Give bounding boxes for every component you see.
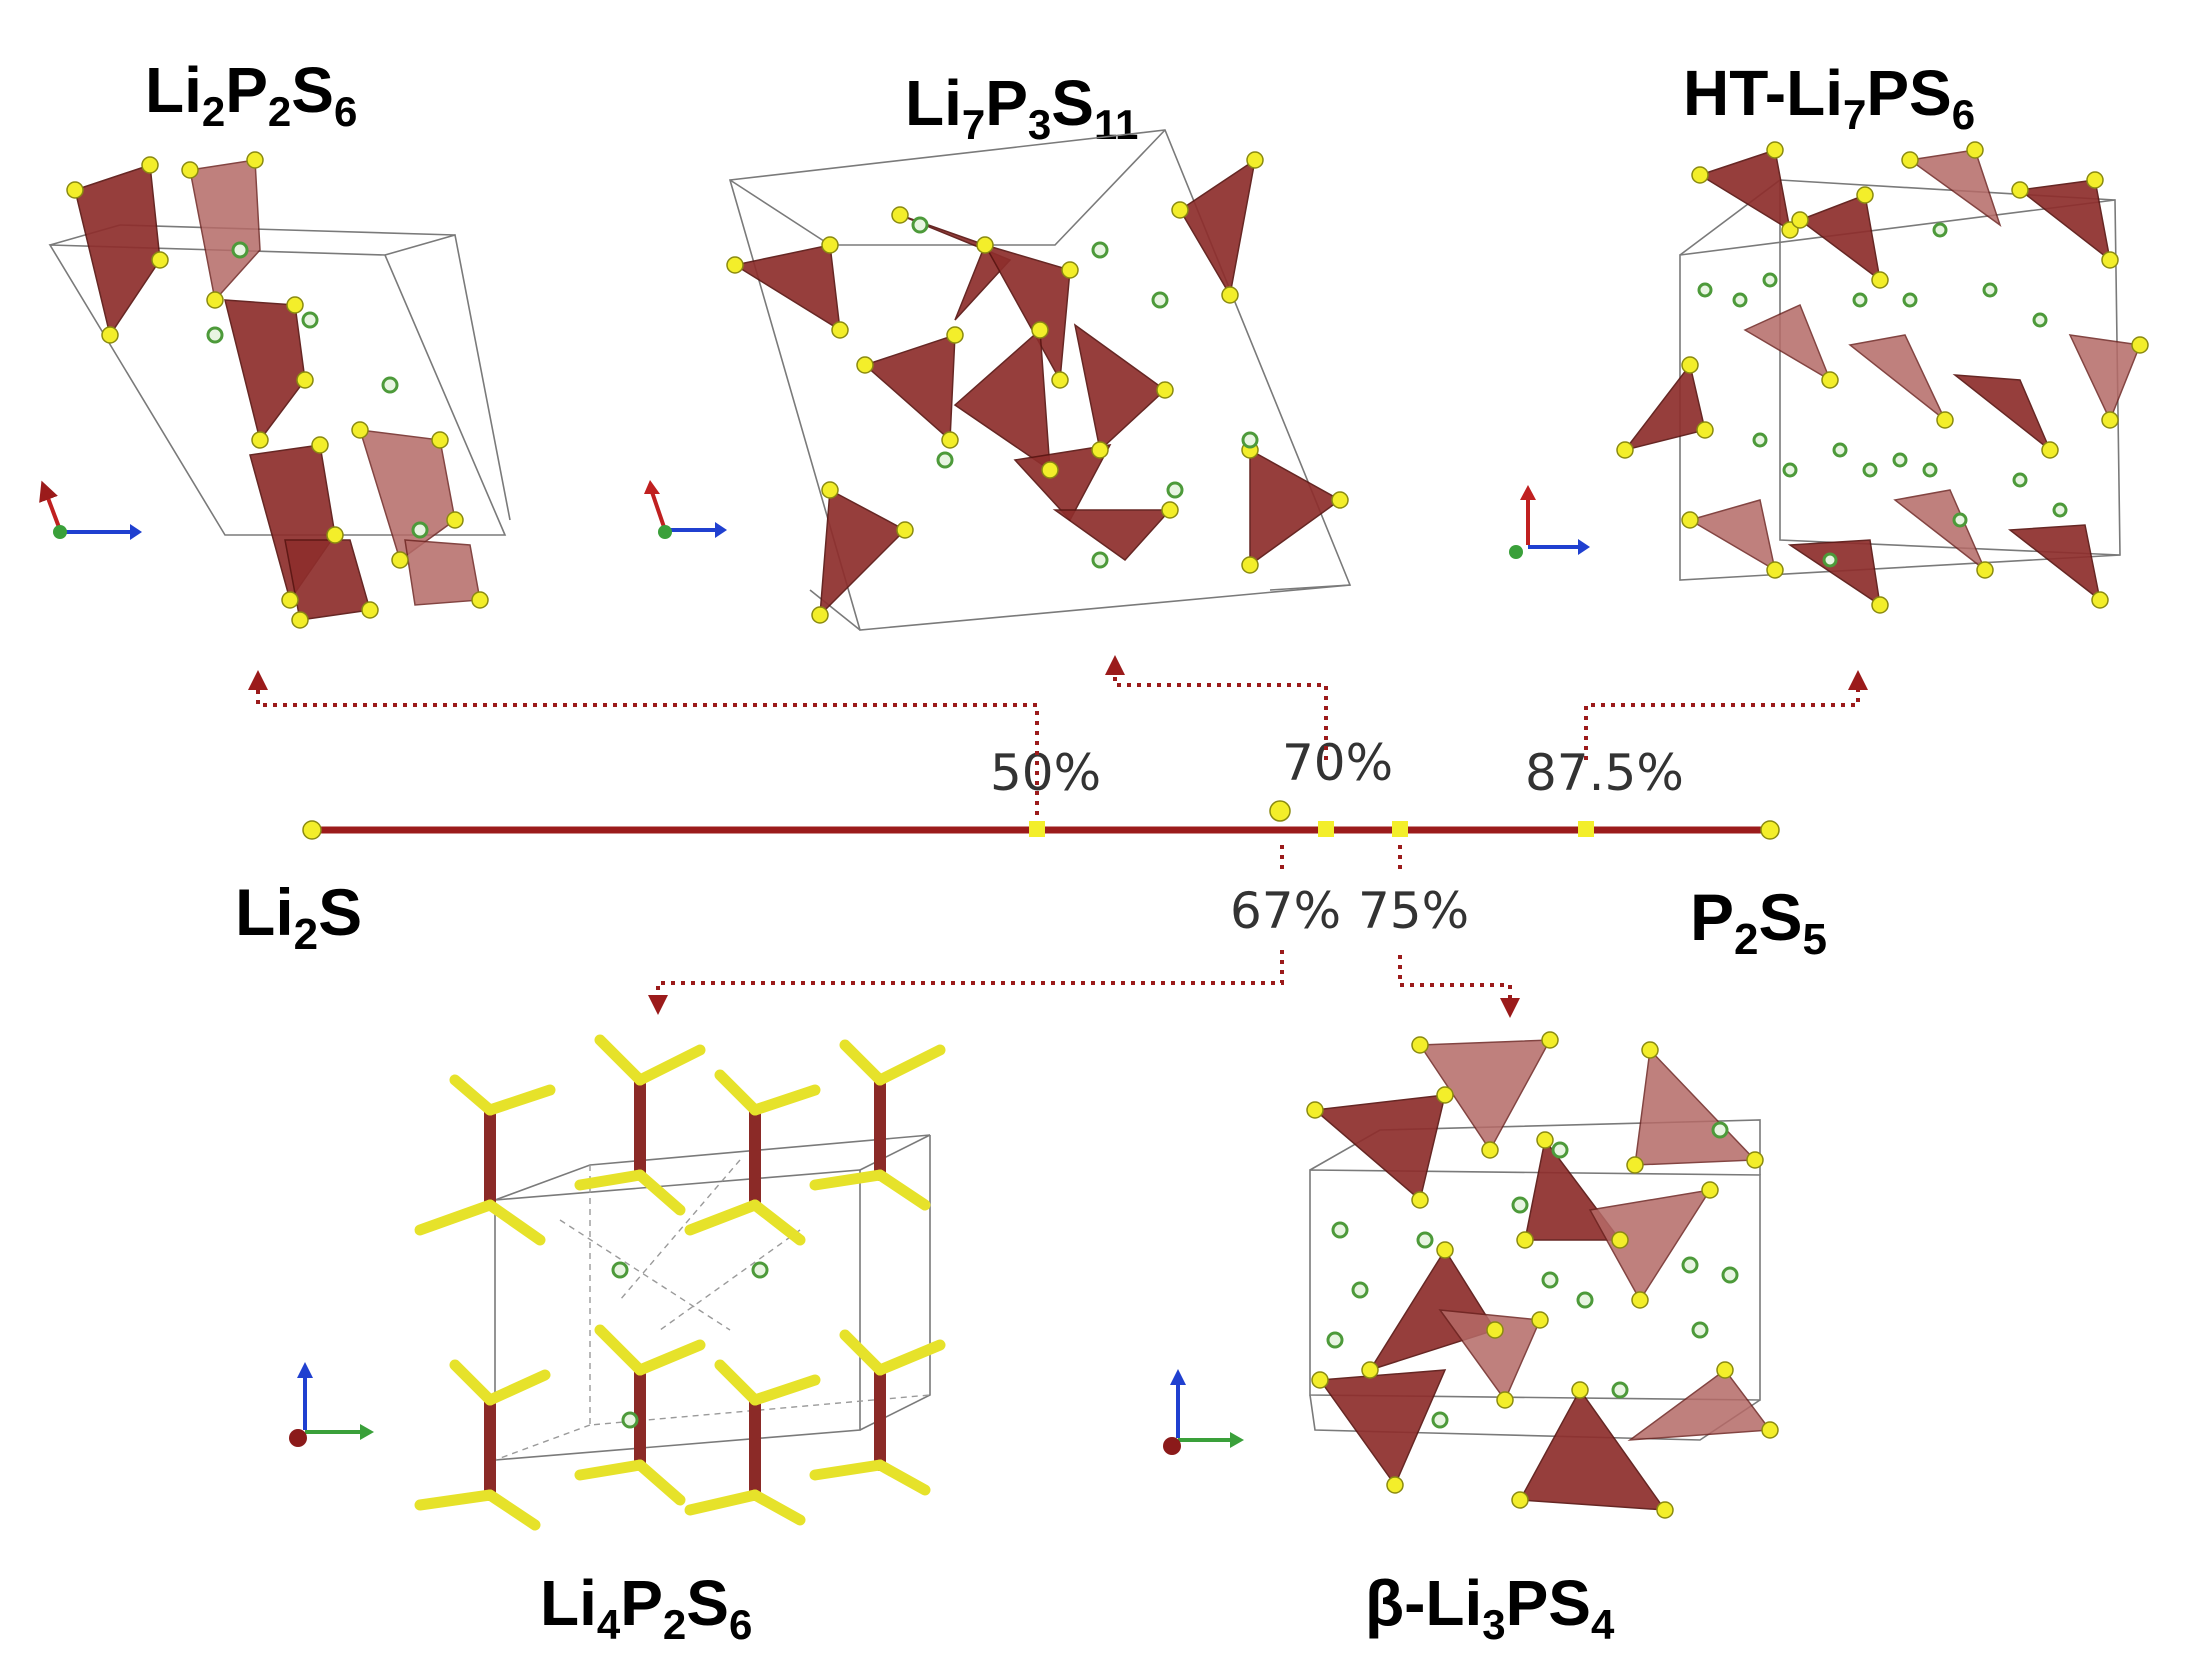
percent-label-67: 67%: [1230, 882, 1341, 940]
axis-marker-li2s: [302, 820, 322, 840]
percent-label-70: 70%: [1282, 734, 1393, 792]
label-p2s5: P2S5: [1690, 880, 1827, 964]
axis-triad-icon: [39, 480, 142, 540]
axis-triad-icon: [644, 480, 727, 539]
leader-75: [1398, 955, 1520, 1018]
axis-triad-icon: [1509, 485, 1590, 559]
composition-axis: [302, 800, 1780, 840]
leader-50: [248, 670, 1039, 815]
title-li4p2s6: Li4P2S6: [540, 1567, 752, 1648]
title-li7p3s11: Li7P3S11: [905, 67, 1138, 148]
axis-marker-p2s5: [1760, 820, 1780, 840]
axis-marker-875: [1578, 821, 1594, 837]
axis-triad-icon: [289, 1362, 374, 1447]
percent-label-75: 75%: [1358, 882, 1469, 940]
axis-marker-50: [1029, 821, 1045, 837]
structure-li7p3s11: [726, 129, 1352, 631]
axis-marker-67: [1269, 800, 1291, 822]
leader-lines: [248, 655, 1868, 1018]
title-beta-li3ps4: β-Li3PS4: [1365, 1567, 1615, 1648]
structure-ht-li7ps6: [1616, 141, 2149, 614]
title-li2p2s6: Li2P2S6: [145, 54, 357, 135]
leader-70: [1105, 655, 1328, 760]
percent-label-50: 50%: [990, 744, 1101, 802]
structure-beta-li3ps4: [1306, 1031, 1779, 1519]
leader-87-5: [1584, 670, 1868, 760]
title-ht-li7ps6: HT-Li7PS6: [1683, 57, 1975, 138]
leader-67: [648, 950, 1284, 1015]
axis-marker-70: [1318, 821, 1334, 837]
structure-li4p2s6: [414, 1034, 946, 1531]
percent-label-87-5: 87.5%: [1525, 744, 1684, 802]
label-li2s: Li2S: [235, 875, 362, 959]
axis-marker-75: [1392, 821, 1408, 837]
structure-li2p2s6: [48, 151, 511, 629]
axis-triad-icon: [1163, 1369, 1244, 1455]
